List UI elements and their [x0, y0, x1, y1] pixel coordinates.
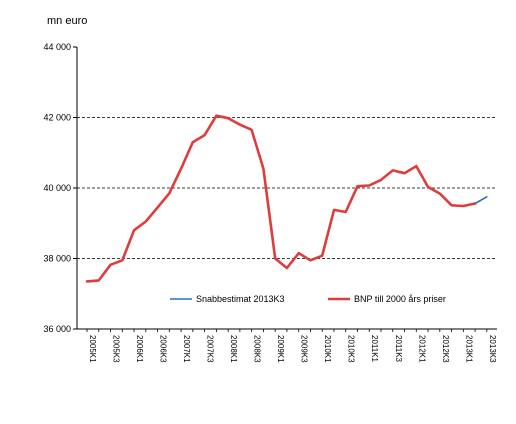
legend-label-snabbestimat: Snabbestimat 2013K3	[196, 294, 285, 304]
unit-label: mn euro	[47, 15, 87, 27]
x-tick-label: 2009K1	[276, 335, 285, 363]
x-tick-label: 2006K3	[159, 335, 168, 363]
x-tick-label: 2013K3	[488, 335, 497, 363]
x-tick-label: 2012K1	[417, 335, 426, 363]
x-tick-label: 2005K3	[112, 335, 121, 363]
x-tick-label: 2005K1	[88, 335, 97, 363]
y-tick-label: 36 000	[43, 324, 71, 334]
legend-label-bnp: BNP till 2000 års priser	[354, 294, 446, 304]
grid-lines	[77, 117, 497, 259]
x-tick-label: 2006K1	[135, 335, 144, 363]
y-tick-label: 44 000	[43, 42, 71, 52]
x-tick-label: 2012K3	[441, 335, 450, 363]
y-tick-label: 42 000	[43, 113, 71, 123]
series-line-snabbestimat	[474, 196, 488, 205]
x-tick-label: 2008K3	[253, 335, 262, 363]
x-tick-label: 2009K3	[300, 335, 309, 363]
y-tick-label: 40 000	[43, 183, 71, 193]
x-tick-label: 2011K3	[394, 335, 403, 363]
series-line-bnp	[85, 114, 477, 283]
x-tick-label: 2011K1	[370, 335, 379, 363]
x-tick-label: 2010K1	[323, 335, 332, 363]
legend: Snabbestimat 2013K3 BNP till 2000 års pri…	[170, 294, 446, 304]
series-lines	[85, 114, 488, 283]
x-axis: 2005K1 2005K3 2006K1 2006K3 2007K1 2007K3 2008…	[77, 328, 497, 363]
y-axis: 36 000 38 000 40 000 42 000 44 000	[43, 42, 78, 334]
x-tick-label: 2010K3	[347, 335, 356, 363]
x-tick-label: 2007K1	[182, 335, 191, 363]
x-tick-label: 2007K3	[206, 335, 215, 363]
x-tick-label: 2013K1	[464, 335, 473, 363]
x-tick-label: 2008K1	[229, 335, 238, 363]
y-tick-label: 38 000	[43, 254, 71, 264]
